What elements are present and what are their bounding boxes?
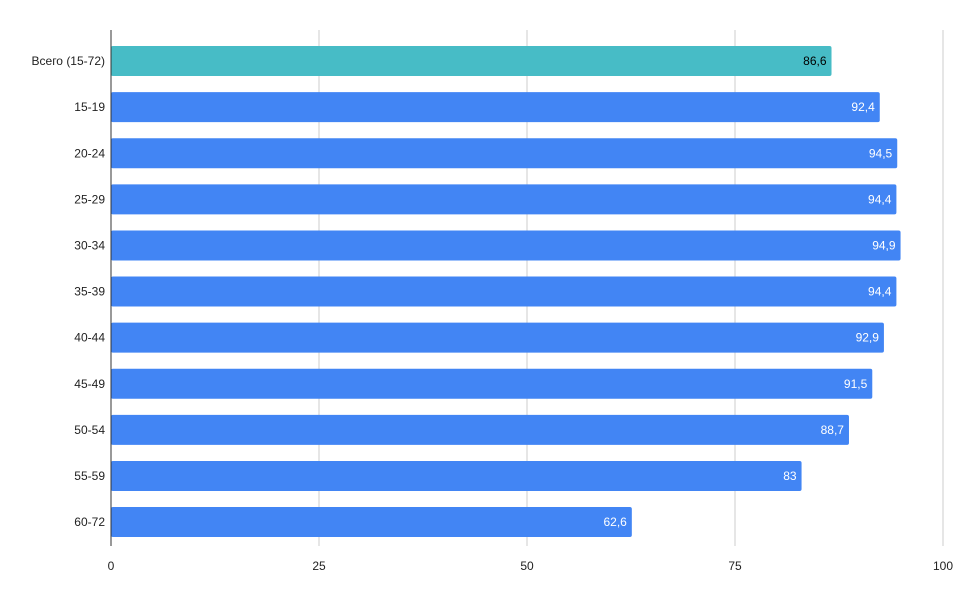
bar-value-label: 83 — [783, 469, 797, 483]
bar-35-39 — [111, 276, 897, 307]
category-label: 15-19 — [74, 100, 105, 114]
bar-25-29 — [111, 184, 897, 215]
bar-value-label: 94,4 — [868, 192, 892, 206]
bar-value-label: 86,6 — [803, 54, 827, 68]
x-tick-label: 75 — [728, 559, 742, 573]
x-tick-label: 25 — [312, 559, 326, 573]
bar-30-34 — [111, 230, 901, 261]
category-label: 60-72 — [74, 515, 105, 529]
category-label: 30-34 — [74, 238, 105, 252]
bar-55-59 — [111, 460, 802, 491]
category-label: 50-54 — [74, 423, 105, 437]
bar-20-24 — [111, 138, 898, 169]
x-tick-label: 50 — [520, 559, 534, 573]
bar-50-54 — [111, 414, 849, 445]
bar-value-label: 94,9 — [872, 238, 896, 252]
category-label: 25-29 — [74, 192, 105, 206]
bars: 86,6 92,4 94,5 94,4 94,9 94,4 92,9 91,5 88,7 83 62… — [111, 46, 901, 538]
bar-45-49 — [111, 368, 873, 399]
bar-value-label: 94,4 — [868, 285, 892, 299]
bar-Всего (15-72) — [111, 46, 832, 77]
bar-15-19 — [111, 92, 880, 123]
bar-value-label: 88,7 — [821, 423, 845, 437]
bar-60-72 — [111, 507, 632, 538]
bar-value-label: 94,5 — [869, 146, 893, 160]
category-label: 40-44 — [74, 331, 105, 345]
bar-value-label: 62,6 — [603, 515, 627, 529]
x-tick-label: 0 — [108, 559, 115, 573]
bar-40-44 — [111, 322, 884, 353]
axes: 0 25 50 75 100 Всего (15-72) 15-19 20-24 25-29 30… — [32, 30, 953, 573]
bar-value-label: 92,4 — [851, 100, 875, 114]
x-tick-label: 100 — [933, 559, 953, 573]
category-label: 20-24 — [74, 146, 105, 160]
bar-value-label: 91,5 — [844, 377, 868, 391]
category-label: 45-49 — [74, 377, 105, 391]
category-label: Всего (15-72) — [32, 54, 105, 68]
category-label: 55-59 — [74, 469, 105, 483]
category-label: 35-39 — [74, 285, 105, 299]
bar-value-label: 92,9 — [856, 331, 880, 345]
